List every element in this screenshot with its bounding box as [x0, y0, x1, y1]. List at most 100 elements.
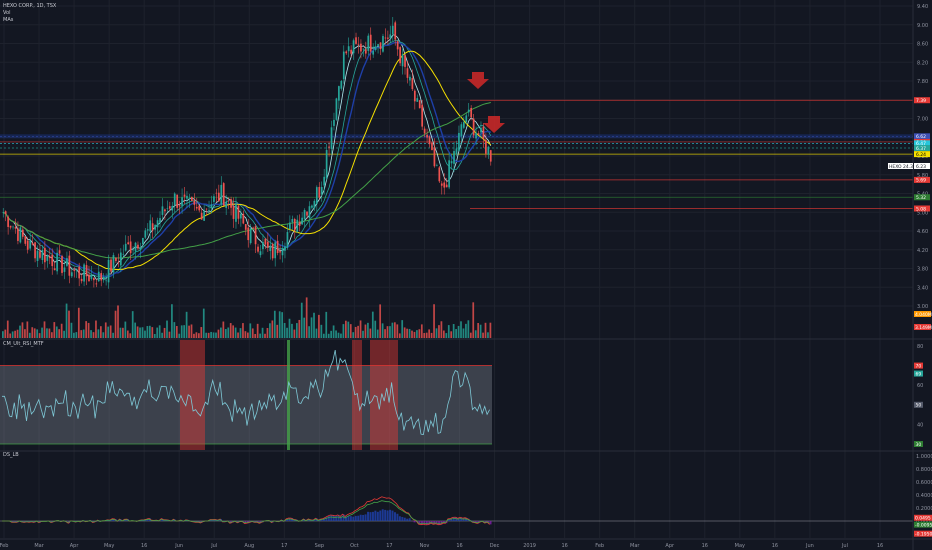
- volume-bar: [14, 330, 16, 338]
- ds-histogram-bar: [335, 515, 338, 521]
- ds-tick-label: 0.6000: [916, 480, 932, 486]
- candle-body: [308, 206, 311, 219]
- candle-body: [17, 228, 19, 241]
- volume-bar: [85, 321, 88, 338]
- time-label: 16: [561, 543, 567, 549]
- vol-tag: 4.040M: [915, 312, 932, 318]
- volume-bar: [261, 327, 264, 338]
- candle-body: [369, 34, 372, 52]
- candle-body: [467, 109, 470, 113]
- candle-body: [306, 211, 308, 216]
- ds-histogram-bar: [217, 520, 220, 521]
- rsi-band: [0, 365, 492, 444]
- volume-bar: [320, 324, 323, 338]
- candle-body: [100, 273, 103, 281]
- volume-bar: [97, 329, 100, 338]
- ds-tag-bg: [914, 521, 932, 528]
- candle-body: [200, 212, 203, 220]
- volume-bar: [386, 326, 389, 338]
- volume-bar: [102, 332, 105, 338]
- ds-histogram-bar: [313, 520, 316, 521]
- candle-body: [39, 251, 41, 258]
- candle-body: [56, 252, 58, 272]
- volume-bar: [131, 311, 134, 338]
- symbol-line[interactable]: HEXO CORP., 1D, TSX: [3, 3, 57, 9]
- volume-bar: [222, 321, 225, 338]
- candle-body: [105, 280, 107, 282]
- ds-histogram-bar: [359, 514, 362, 521]
- volume-bar: [183, 325, 186, 338]
- volume-bar: [139, 327, 141, 338]
- candle-body: [489, 150, 492, 162]
- volume-bar: [381, 323, 384, 338]
- candle-body: [303, 209, 306, 220]
- candle-body: [171, 205, 174, 211]
- candle-body: [7, 216, 9, 227]
- volume-bar: [435, 328, 438, 338]
- candle-body: [85, 265, 88, 277]
- candle-body: [188, 198, 191, 200]
- candle-body: [191, 197, 193, 201]
- ma-line: [3, 50, 492, 270]
- ds-legend[interactable]: DS_LB: [3, 452, 19, 458]
- candle-body: [73, 269, 76, 271]
- volume-bar: [465, 323, 467, 338]
- ma-line: [3, 102, 491, 259]
- volume-bar: [193, 333, 195, 338]
- rsi-tick-label: 60: [917, 383, 923, 389]
- volume-bar: [163, 327, 166, 338]
- volume-bar: [394, 322, 396, 338]
- candle-body: [137, 244, 139, 249]
- volume-bar: [291, 323, 293, 338]
- candle-body: [379, 42, 382, 49]
- ds-tick-label: 0.2000: [916, 506, 932, 512]
- volume-bar: [161, 332, 163, 338]
- candle-body: [364, 49, 367, 54]
- price-tick-label: 4.60: [917, 229, 928, 235]
- rsi-legend[interactable]: CM_Ult_RSI_MTF: [3, 341, 44, 347]
- time-label: May: [735, 543, 745, 549]
- ds-tick-label: 0.4000: [916, 493, 932, 499]
- volume-bar: [362, 330, 364, 338]
- candle-body: [372, 50, 375, 55]
- volume-bar: [153, 333, 156, 338]
- candle-body: [173, 193, 176, 206]
- volume-bar: [251, 328, 254, 338]
- candle-body: [4, 211, 7, 215]
- volume-bar: [487, 332, 489, 338]
- volume-bar: [420, 324, 423, 338]
- volume-bar: [425, 332, 428, 338]
- volume-bar: [474, 330, 477, 338]
- candle-body: [470, 108, 473, 118]
- down-arrow: [467, 72, 489, 89]
- time-label: Jul: [841, 543, 848, 549]
- ds-tag: -0.0095: [915, 522, 932, 528]
- ds-line-green: [2, 500, 490, 525]
- candle-body: [431, 142, 433, 150]
- candle-body: [21, 229, 24, 237]
- candle-body: [48, 256, 51, 259]
- ds-histogram-bar: [342, 514, 345, 521]
- volume-bar: [345, 320, 347, 338]
- candle-body: [323, 176, 326, 186]
- volume-bar: [112, 332, 114, 338]
- volume-bar: [271, 320, 274, 338]
- volume-bar: [447, 325, 450, 338]
- ds-histogram-bar: [462, 518, 465, 521]
- vol-label[interactable]: Vol: [3, 10, 11, 16]
- candle-body: [75, 269, 78, 271]
- volume-bar: [438, 325, 440, 338]
- candle-body: [367, 35, 370, 51]
- annotation-arrows: [467, 72, 505, 133]
- volume-bar: [276, 324, 279, 338]
- candle-body: [485, 139, 487, 154]
- ma-label[interactable]: MAs: [3, 17, 14, 23]
- price-tag-bg: [914, 194, 930, 201]
- candles: [2, 16, 492, 289]
- volume-bar: [472, 302, 475, 338]
- candle-body: [161, 206, 164, 215]
- candle-body: [159, 218, 161, 223]
- candle-body: [240, 213, 242, 219]
- price-tag: 7.39: [916, 98, 926, 104]
